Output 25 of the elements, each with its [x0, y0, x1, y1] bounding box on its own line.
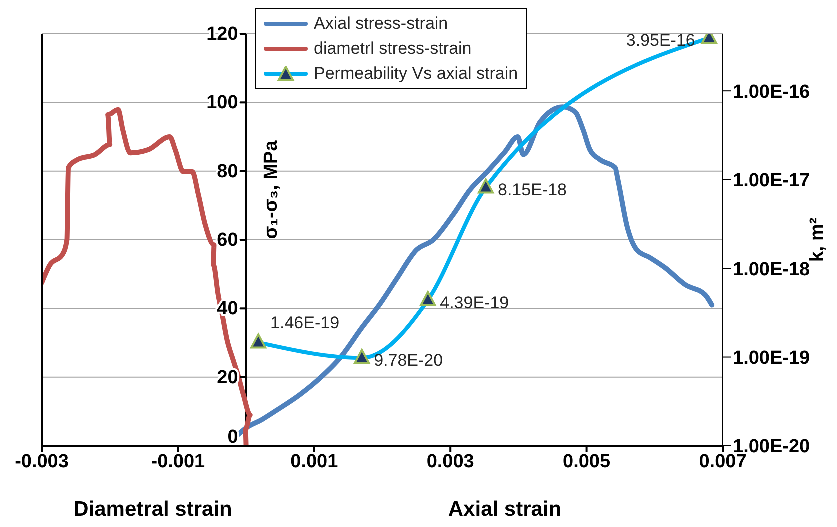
y-tick-label: 60	[217, 230, 238, 251]
data-label: 4.39E-19	[440, 293, 510, 312]
x-tick-label: -0.001	[151, 451, 206, 472]
text: Diametral strain	[74, 498, 232, 522]
y-tick-label: 100	[206, 92, 238, 114]
x-tick-label: 0.003	[426, 451, 474, 472]
y-tick-label: 0	[228, 427, 238, 448]
data-label: 3.95E-16	[626, 31, 696, 50]
legend-label: Permeability Vs axial strain	[314, 63, 518, 85]
y2-tick-label: 1.00E-17	[733, 170, 810, 192]
y2-tick-label: 1.00E-16	[733, 82, 810, 103]
x-tick-label: 0.001	[290, 451, 339, 472]
x-axis-title: Axial strain	[448, 498, 562, 522]
y2-tick-label: 1.00E-19	[733, 348, 810, 370]
data-label: 1.46E-19	[270, 314, 340, 333]
data-label: 8.15E-18	[498, 180, 568, 200]
y-tick-label: 80	[217, 161, 238, 182]
legend-label: diametrl stress-strain	[314, 38, 472, 60]
y-tick-label: 20	[217, 367, 238, 388]
x-tick-label: 0.005	[563, 451, 612, 472]
data-label: 9.78E-20	[374, 351, 444, 370]
y-tick-label: 120	[206, 24, 238, 45]
x-tick-label: -0.003	[15, 451, 69, 472]
y-axis-title: σ₁-σ₃, MPa	[261, 140, 284, 240]
legend-label: Axial stress-strain	[314, 13, 448, 35]
